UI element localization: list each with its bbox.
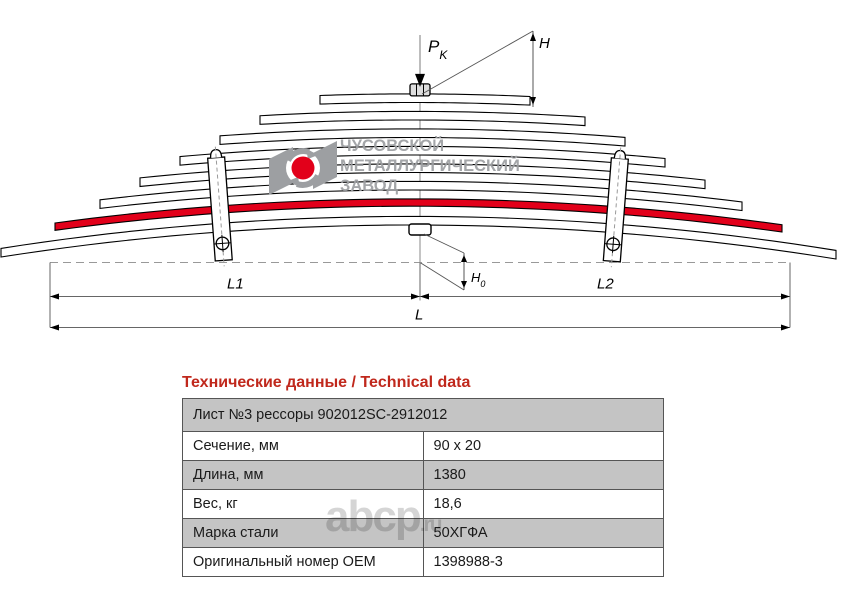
svg-text:L2: L2 xyxy=(597,276,614,293)
svg-text:L: L xyxy=(415,307,423,324)
svg-text:ЗАВОД: ЗАВОД xyxy=(340,177,398,195)
svg-text:ЧУСОВСКОЙ: ЧУСОВСКОЙ xyxy=(340,136,444,155)
svg-text:МЕТАЛЛУРГИЧЕСКИЙ: МЕТАЛЛУРГИЧЕСКИЙ xyxy=(340,156,520,175)
svg-text:L1: L1 xyxy=(227,276,244,293)
svg-text:H: H xyxy=(539,35,550,52)
